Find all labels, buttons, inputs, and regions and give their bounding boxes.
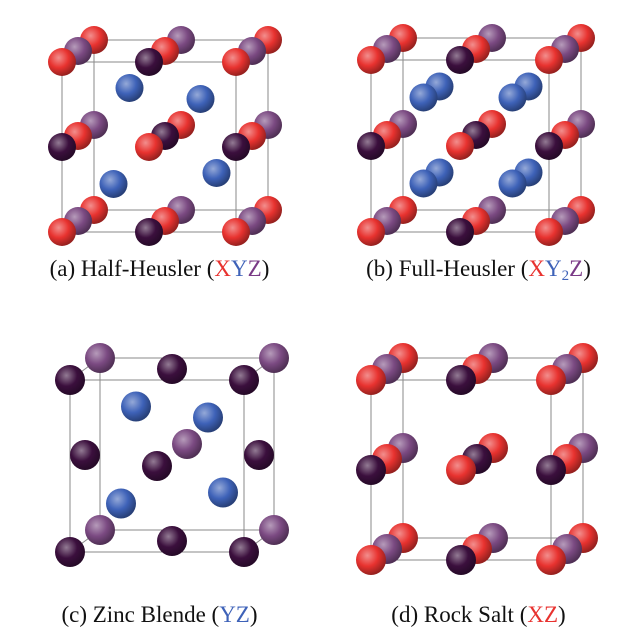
caption-prefix: (b) Full-Heusler (	[366, 256, 529, 281]
caption-prefix: (a) Half-Heusler (	[49, 256, 215, 281]
atom-z	[172, 429, 202, 459]
atom-z	[244, 440, 274, 470]
crystal-full-heusler	[357, 24, 595, 246]
atom-y	[498, 83, 527, 112]
atom-z	[85, 515, 115, 545]
atom-z	[229, 365, 259, 395]
atom-z	[55, 537, 85, 567]
atom-y	[121, 391, 151, 422]
atom-x	[222, 218, 250, 246]
caption-zinc-blende: (c) Zinc Blende (YZ)	[0, 602, 319, 628]
panel-rock-salt: (d) Rock Salt (XZ)	[319, 320, 638, 641]
atom-x	[357, 218, 385, 246]
atom-z	[55, 365, 85, 395]
atom-x	[446, 132, 474, 160]
caption-prefix: (c) Zinc Blende (	[61, 602, 220, 627]
atom-z	[85, 343, 115, 373]
atom-z	[229, 537, 259, 567]
formula-xz: XZ	[527, 602, 559, 627]
panel-zinc-blende: (c) Zinc Blende (YZ)	[0, 320, 319, 641]
formula-y: Y	[231, 256, 248, 281]
formula-y: Y	[545, 256, 562, 281]
atom-y	[99, 170, 128, 198]
atom-z	[48, 133, 76, 161]
atom-y	[202, 159, 231, 187]
atom-z	[157, 526, 187, 556]
atom-z	[259, 515, 289, 545]
panel-full-heusler: (b) Full-Heusler (XY2Z)	[319, 0, 638, 300]
atom-z	[157, 354, 187, 384]
crystal-zinc-blende	[55, 343, 289, 567]
caption-prefix: (d) Rock Salt (	[391, 602, 528, 627]
formula-x: X	[214, 256, 231, 281]
atom-z	[446, 46, 474, 74]
formula-z: Z	[569, 256, 584, 281]
atom-y	[186, 85, 215, 113]
formula-z: Z	[247, 256, 262, 281]
atom-x	[357, 46, 385, 74]
atom-z	[446, 545, 476, 575]
atom-x	[356, 365, 386, 395]
atom-x	[535, 218, 563, 246]
atom-y	[208, 477, 238, 508]
atom-z	[142, 451, 172, 481]
atom-x	[446, 455, 476, 485]
atom-x	[135, 133, 163, 161]
atom-z	[70, 440, 100, 470]
atom-x	[48, 48, 76, 76]
atom-z	[135, 48, 163, 76]
crystal-half-heusler	[48, 26, 282, 246]
atom-y	[193, 402, 223, 433]
atom-z	[259, 343, 289, 373]
atom-y	[115, 74, 144, 102]
caption-rock-salt: (d) Rock Salt (XZ)	[319, 602, 638, 628]
atom-x	[356, 545, 386, 575]
atom-x	[222, 48, 250, 76]
atom-z	[357, 132, 385, 160]
panel-half-heusler: (a) Half-Heusler (XYZ)	[0, 0, 319, 300]
atom-y	[106, 488, 136, 519]
atom-z	[446, 218, 474, 246]
atom-x	[48, 218, 76, 246]
atom-z	[535, 132, 563, 160]
formula-x: X	[528, 256, 545, 281]
caption-suffix: )	[558, 602, 566, 627]
caption-half-heusler: (a) Half-Heusler (XYZ)	[0, 256, 319, 282]
atom-y	[409, 169, 438, 198]
atom-z	[135, 218, 163, 246]
atom-z	[446, 365, 476, 395]
formula-yz: YZ	[219, 602, 250, 627]
caption-full-heusler: (b) Full-Heusler (XY2Z)	[319, 256, 638, 285]
atom-z	[222, 133, 250, 161]
atom-z	[356, 455, 386, 485]
atom-y	[409, 83, 438, 112]
caption-suffix: )	[261, 256, 270, 281]
atom-x	[536, 545, 566, 575]
atom-y	[498, 169, 527, 198]
caption-suffix: )	[583, 256, 591, 281]
atom-x	[535, 46, 563, 74]
caption-suffix: )	[249, 602, 258, 627]
atom-z	[536, 455, 566, 485]
formula-subscript: 2	[561, 268, 570, 284]
crystal-rock-salt	[356, 343, 598, 575]
atom-x	[536, 365, 566, 395]
